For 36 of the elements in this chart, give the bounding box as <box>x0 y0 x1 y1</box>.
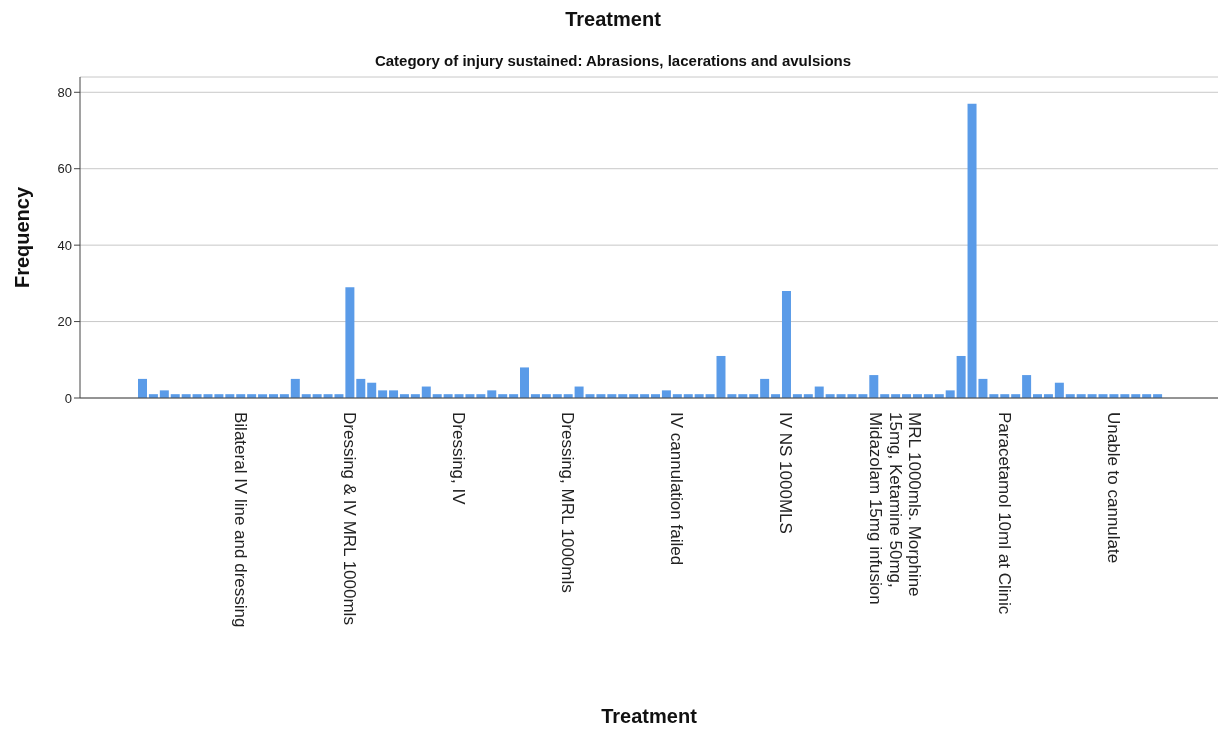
y-tick-label: 60 <box>57 161 72 177</box>
bar <box>487 390 497 398</box>
bar <box>781 291 791 398</box>
bar <box>367 382 377 398</box>
y-axis-title: Frequency <box>11 186 34 289</box>
x-tick-label: Dressing, MRL 1000mls <box>558 412 578 593</box>
y-tick-label: 80 <box>57 84 72 100</box>
bar <box>1054 382 1064 398</box>
bar <box>345 287 355 398</box>
bar <box>661 390 671 398</box>
y-tick-label: 40 <box>57 237 72 253</box>
bar <box>760 378 770 398</box>
x-tick-label: IV NS 1000MLS <box>776 412 796 534</box>
chart-subtitle: Category of injury sustained: Abrasions, lacerations and avulsions <box>373 52 853 69</box>
bar <box>1022 375 1032 398</box>
bar <box>869 375 879 398</box>
x-tick-label: MRL 1000mls. Morphine 15mg, Ketamine 50mg, Midazolam 15mg infusion <box>866 412 925 605</box>
bar <box>956 355 966 398</box>
bar <box>356 378 366 398</box>
bar <box>138 378 147 398</box>
x-tick-label: Dressing, IV <box>449 412 469 506</box>
bar <box>290 378 300 398</box>
y-tick-label: 0 <box>64 390 72 406</box>
chart-title: Treatment <box>564 8 662 31</box>
bar <box>520 367 530 398</box>
bar <box>159 390 169 398</box>
x-tick-label: Dressing & IV MRL 1000mls <box>339 412 359 625</box>
bar <box>945 390 955 398</box>
bar <box>378 390 388 398</box>
x-tick-label: Paracetamol 10ml at Clinic <box>994 412 1014 615</box>
x-tick-label: IV cannulation failed <box>667 412 687 566</box>
bar <box>389 390 399 398</box>
x-tick-label: Unable to cannulate <box>1103 412 1123 564</box>
y-tick-label: 20 <box>57 314 72 330</box>
x-axis-title: Treatment <box>601 705 698 727</box>
x-tick-label: Bilateral IV line and dressing <box>230 412 250 628</box>
